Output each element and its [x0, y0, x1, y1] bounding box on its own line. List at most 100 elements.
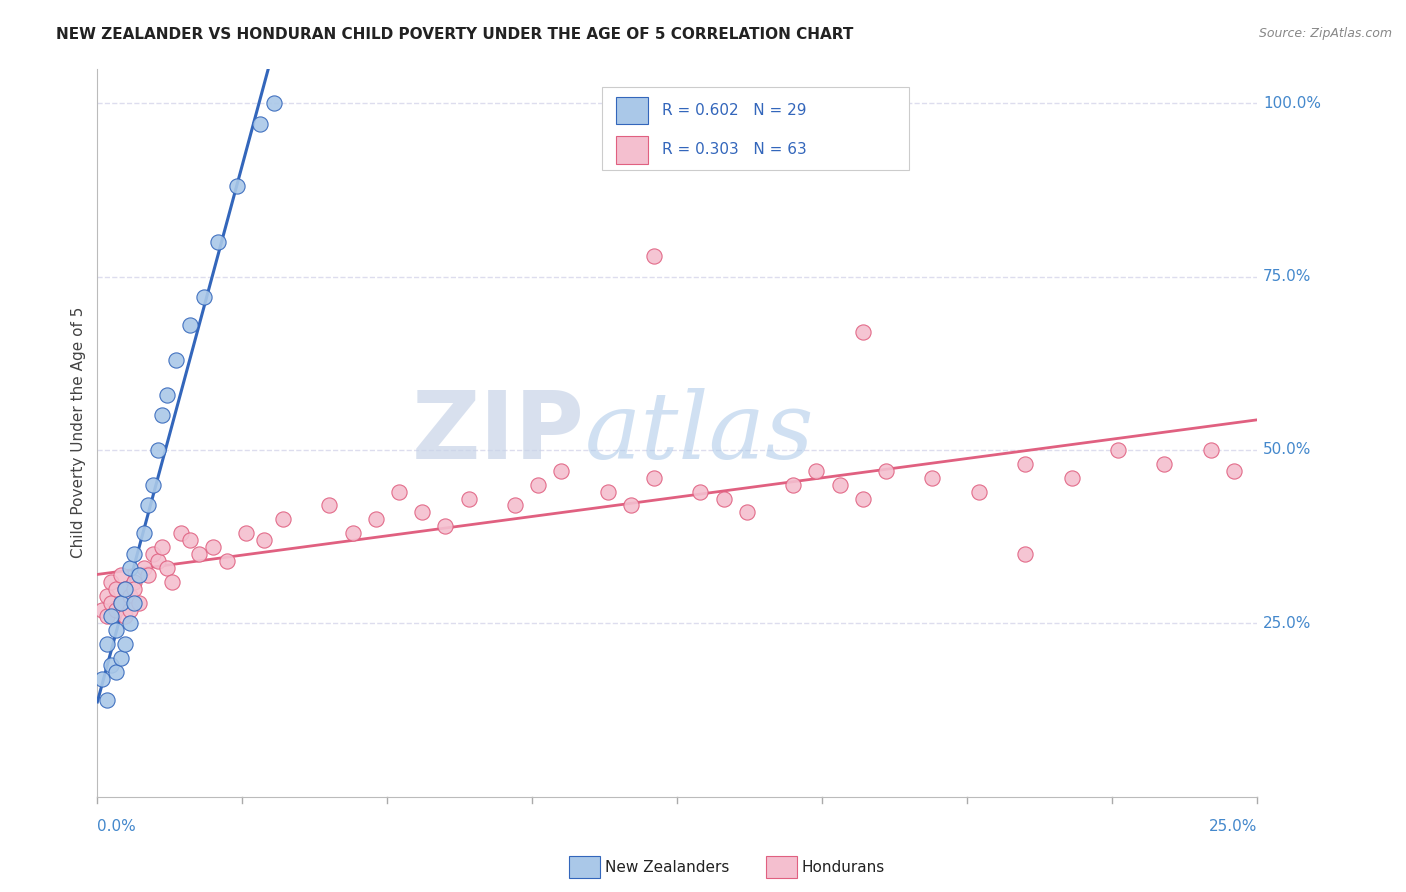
- Point: [207, 235, 229, 249]
- Point: [118, 589, 141, 603]
- Point: [503, 499, 526, 513]
- Point: [193, 290, 215, 304]
- Point: [104, 582, 127, 596]
- Point: [271, 512, 294, 526]
- Point: [852, 491, 875, 506]
- Point: [165, 352, 187, 367]
- Point: [411, 505, 433, 519]
- Point: [689, 484, 711, 499]
- Point: [124, 574, 146, 589]
- Point: [114, 582, 136, 596]
- Point: [643, 471, 665, 485]
- Point: [110, 596, 132, 610]
- Point: [179, 533, 201, 548]
- Point: [114, 609, 136, 624]
- Point: [124, 596, 146, 610]
- Point: [620, 499, 643, 513]
- Point: [852, 325, 875, 339]
- Point: [1014, 457, 1036, 471]
- Point: [318, 499, 340, 513]
- Point: [217, 554, 239, 568]
- Point: [128, 567, 150, 582]
- Point: [1199, 442, 1222, 457]
- Point: [118, 616, 141, 631]
- Text: Source: ZipAtlas.com: Source: ZipAtlas.com: [1258, 27, 1392, 40]
- Text: 50.0%: 50.0%: [1263, 442, 1312, 458]
- Point: [91, 602, 114, 616]
- Point: [202, 540, 225, 554]
- Point: [782, 477, 804, 491]
- Point: [388, 484, 411, 499]
- Point: [253, 533, 276, 548]
- Point: [643, 249, 665, 263]
- Point: [132, 526, 155, 541]
- Point: [128, 596, 150, 610]
- Point: [550, 464, 572, 478]
- Point: [1014, 547, 1036, 561]
- Text: 25.0%: 25.0%: [1209, 819, 1257, 834]
- Point: [156, 387, 179, 401]
- Point: [150, 409, 173, 423]
- Point: [142, 547, 165, 561]
- Point: [875, 464, 897, 478]
- Point: [96, 609, 118, 624]
- Point: [100, 609, 122, 624]
- Point: [828, 477, 851, 491]
- Text: 100.0%: 100.0%: [1263, 95, 1322, 111]
- Point: [150, 540, 173, 554]
- Text: R = 0.303   N = 63: R = 0.303 N = 63: [662, 143, 807, 158]
- Text: New Zealanders: New Zealanders: [605, 860, 728, 874]
- Point: [235, 526, 257, 541]
- Point: [1223, 464, 1246, 478]
- Point: [110, 651, 132, 665]
- Point: [596, 484, 619, 499]
- Point: [110, 567, 132, 582]
- Point: [1107, 442, 1129, 457]
- Point: [104, 624, 127, 638]
- Point: [179, 318, 201, 333]
- Point: [138, 567, 160, 582]
- Point: [100, 658, 122, 673]
- Point: [118, 561, 141, 575]
- Point: [225, 179, 247, 194]
- Point: [138, 499, 160, 513]
- Point: [160, 574, 183, 589]
- Point: [188, 547, 211, 561]
- Point: [132, 561, 155, 575]
- Text: ZIP: ZIP: [412, 386, 585, 479]
- Point: [114, 582, 136, 596]
- Point: [263, 96, 285, 111]
- Text: 75.0%: 75.0%: [1263, 269, 1312, 284]
- Point: [146, 442, 169, 457]
- Point: [96, 589, 118, 603]
- Bar: [602, 87, 910, 170]
- Point: [104, 602, 127, 616]
- Point: [146, 554, 169, 568]
- Point: [156, 561, 179, 575]
- Text: NEW ZEALANDER VS HONDURAN CHILD POVERTY UNDER THE AGE OF 5 CORRELATION CHART: NEW ZEALANDER VS HONDURAN CHILD POVERTY …: [56, 27, 853, 42]
- Point: [364, 512, 387, 526]
- Point: [342, 526, 364, 541]
- Bar: [616, 136, 648, 164]
- Y-axis label: Child Poverty Under the Age of 5: Child Poverty Under the Age of 5: [72, 307, 86, 558]
- Point: [806, 464, 828, 478]
- Point: [921, 471, 943, 485]
- Point: [124, 582, 146, 596]
- Text: 25.0%: 25.0%: [1263, 615, 1312, 631]
- Text: Hondurans: Hondurans: [801, 860, 884, 874]
- Text: R = 0.602   N = 29: R = 0.602 N = 29: [662, 103, 807, 118]
- Point: [100, 596, 122, 610]
- Point: [457, 491, 479, 506]
- Point: [104, 665, 127, 679]
- Point: [100, 574, 122, 589]
- Point: [434, 519, 457, 533]
- Point: [91, 672, 114, 686]
- Point: [735, 505, 758, 519]
- Point: [713, 491, 735, 506]
- Point: [967, 484, 990, 499]
- Bar: [616, 96, 648, 124]
- Point: [1153, 457, 1175, 471]
- Point: [96, 692, 118, 706]
- Point: [142, 477, 165, 491]
- Point: [110, 596, 132, 610]
